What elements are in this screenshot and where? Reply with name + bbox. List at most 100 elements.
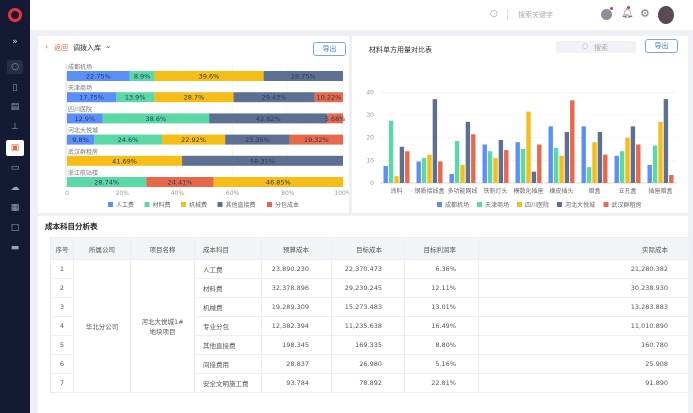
bar-value-label: 24.41% [168, 179, 193, 187]
actual-cost: 30,238.930 [478, 278, 691, 298]
row-number: 3 [50, 297, 74, 317]
bar-value-label: 22.92% [181, 136, 206, 144]
search-icon[interactable]: ○ [490, 9, 498, 19]
bar [658, 121, 663, 183]
x-tick-label: 40% [171, 190, 185, 197]
export-button[interactable]: 导出 [645, 39, 678, 53]
bar [487, 151, 493, 183]
search-icon[interactable]: ○ [7, 60, 23, 74]
bar-value-label: 41.69% [112, 157, 137, 165]
category-label: 四川医院 [68, 105, 92, 113]
bar [482, 144, 487, 183]
clipboard-active-icon[interactable]: ▣ [6, 140, 24, 156]
cost-item: 其他直接费 [194, 335, 262, 355]
chat-icon[interactable] [601, 9, 612, 20]
category-label: 浙江航站楼 [68, 169, 98, 177]
chat-badge [610, 7, 613, 10]
legend-swatch [437, 202, 442, 207]
cost-item: 人工费 [194, 259, 262, 279]
budget-cost: 198.345 [261, 335, 332, 355]
target-margin: 12.11% [404, 278, 479, 298]
expand-icon[interactable]: » [12, 37, 18, 47]
bar-segment [213, 177, 343, 187]
bar-value-label: 17.75% [79, 94, 104, 102]
search-input[interactable]: 搜索关键字 [518, 11, 553, 19]
folder-icon[interactable]: ▭ [10, 163, 20, 173]
legend-label: 河北大悦城 [565, 201, 595, 209]
bar-value-label: 5.68% [325, 115, 346, 123]
card-icon[interactable]: ▬ [10, 243, 20, 253]
bar [465, 121, 471, 183]
target-margin: 8.80% [404, 335, 479, 355]
export-button[interactable]: 导出 [313, 42, 346, 56]
category-label: 成都机场 [68, 63, 92, 71]
table-row: 4 专业分包 12,382.394 11,235.638 16.49% 11,01… [50, 316, 691, 336]
calendar-icon[interactable]: ▦ [10, 203, 20, 213]
category-label: 模数化插座 [513, 187, 543, 195]
bar-value-label: 28.74% [94, 179, 119, 187]
logo [8, 8, 22, 22]
bar [498, 139, 504, 183]
col-header: 目标利润率 [404, 237, 479, 260]
bar-segment [146, 177, 214, 187]
target-margin: 5.16% [404, 354, 479, 374]
x-tick-label: 80% [281, 190, 295, 197]
window-icon[interactable]: □ [10, 223, 20, 233]
bar-value-label: 28.75% [291, 73, 316, 81]
row-number: 5 [50, 335, 74, 355]
bar [669, 175, 674, 183]
back-icon[interactable]: ‹ [45, 42, 49, 51]
cost-table: 序号 所属公司 项目名称 成本科目 预算成本 目标成本 目标利润率 实际成本 1… [50, 237, 691, 393]
legend-label: 武汉群租房 [612, 201, 642, 209]
bar [603, 154, 608, 183]
bar-value-label: 13.9% [125, 94, 146, 102]
legend-swatch [477, 202, 482, 207]
legend-label: 分包成本 [275, 201, 299, 209]
legend-swatch [181, 202, 186, 207]
legend-swatch [603, 202, 609, 207]
bar [630, 126, 636, 183]
chevron-down-icon[interactable]: ⌄ [105, 41, 112, 50]
row-number: 7 [50, 373, 74, 393]
bar [531, 171, 537, 183]
table-row: 7 安全文明施工费 93.784 78.892 22.81% 91.890 [50, 373, 691, 393]
bar [388, 120, 394, 183]
bar-segment [67, 134, 95, 145]
document-icon[interactable]: ▤ [10, 102, 20, 112]
bar-value-label: 28.7% [184, 94, 205, 102]
cloud-icon[interactable]: ☁ [10, 183, 20, 193]
sidebar: » ○ ▯ ▤ ⊥ ▣ ▭ ☁ ▦ □ ▬ [0, 0, 30, 413]
bar-segment [115, 92, 155, 103]
stamp-icon[interactable]: ⊥ [11, 122, 19, 132]
bar-segment [209, 113, 328, 124]
legend-swatch [217, 202, 223, 207]
clipboard-icon[interactable]: ▯ [12, 83, 18, 93]
back-link[interactable]: 返回 [54, 44, 68, 52]
bar-value-label: 46.85% [266, 179, 291, 187]
gear-icon[interactable]: ⚙ [640, 7, 650, 20]
legend-label: 材料费 [153, 201, 171, 209]
target-cost: 15,273.483 [331, 297, 405, 317]
chart-search-input[interactable]: ○ 搜索 [556, 41, 636, 53]
category-label: 天津商场 [68, 84, 92, 92]
bar-segment [67, 71, 130, 81]
cost-item: 间接费用 [194, 354, 262, 374]
bar [564, 132, 570, 183]
y-tick-label: 40 [366, 89, 374, 96]
target-cost: 22,370.473 [331, 259, 405, 279]
target-cost: 26.980 [331, 354, 405, 374]
bar [537, 144, 542, 183]
legend-label: 成都机场 [445, 201, 469, 209]
target-margin: 16.49% [404, 316, 479, 336]
avatar[interactable] [658, 6, 674, 24]
bell-icon[interactable]: 🔔︎ [621, 8, 634, 19]
bar-segment [67, 92, 116, 103]
actual-cost: 25.908 [478, 354, 691, 374]
col-header: 所属公司 [73, 237, 131, 260]
bar-segment [182, 155, 343, 166]
legend-label: 天津商场 [485, 201, 509, 209]
category-label: 暗盒 [588, 187, 600, 195]
category-label: 武汉群租房 [68, 148, 98, 156]
budget-cost: 28.837 [261, 354, 332, 374]
page-title: 调拨入库 [73, 44, 101, 52]
